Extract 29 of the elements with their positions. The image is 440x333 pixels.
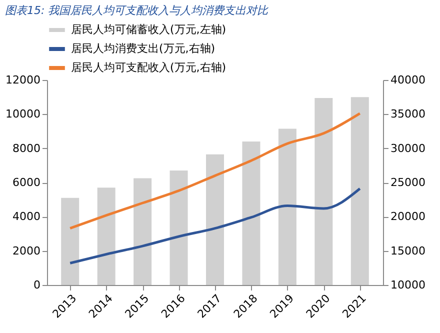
y-tick-label: 12000 <box>6 74 40 86</box>
legend-label: 居民人均可支配收入(万元,右轴) <box>71 61 226 74</box>
y2-tick-label: 20000 <box>390 210 426 224</box>
y2-tick-label: 25000 <box>390 176 426 189</box>
y2-tick-label: 30000 <box>390 142 426 155</box>
y-tick-label: 4000 <box>12 210 40 224</box>
bar <box>97 188 116 285</box>
y-tick-label: 10000 <box>6 108 40 121</box>
bar <box>61 198 80 285</box>
y2-tick-label: 10000 <box>390 278 426 292</box>
bar <box>170 170 188 285</box>
bar <box>278 128 296 285</box>
chart-title: 图表15: 我国居民人均可支配收入与人均消费支出对比 <box>5 4 270 17</box>
bar <box>242 142 260 285</box>
bar <box>134 178 152 285</box>
line-series <box>68 112 362 230</box>
legend-label: 居民人均可储蓄收入(万元,左轴) <box>71 23 226 36</box>
bar <box>350 97 369 285</box>
y2-tick-label: 35000 <box>390 108 426 121</box>
y-tick-label: 0 <box>34 278 40 292</box>
y-tick-label: 6000 <box>12 176 40 189</box>
legend-label: 居民人均消费支出(万元,右轴) <box>71 42 216 55</box>
y-tick-label: 2000 <box>12 244 40 258</box>
bar <box>314 98 333 285</box>
bar <box>206 154 224 285</box>
y2-tick-label: 40000 <box>390 74 426 86</box>
line-series <box>68 187 362 264</box>
y-tick-label: 8000 <box>12 142 40 155</box>
y2-tick-label: 15000 <box>390 244 426 258</box>
